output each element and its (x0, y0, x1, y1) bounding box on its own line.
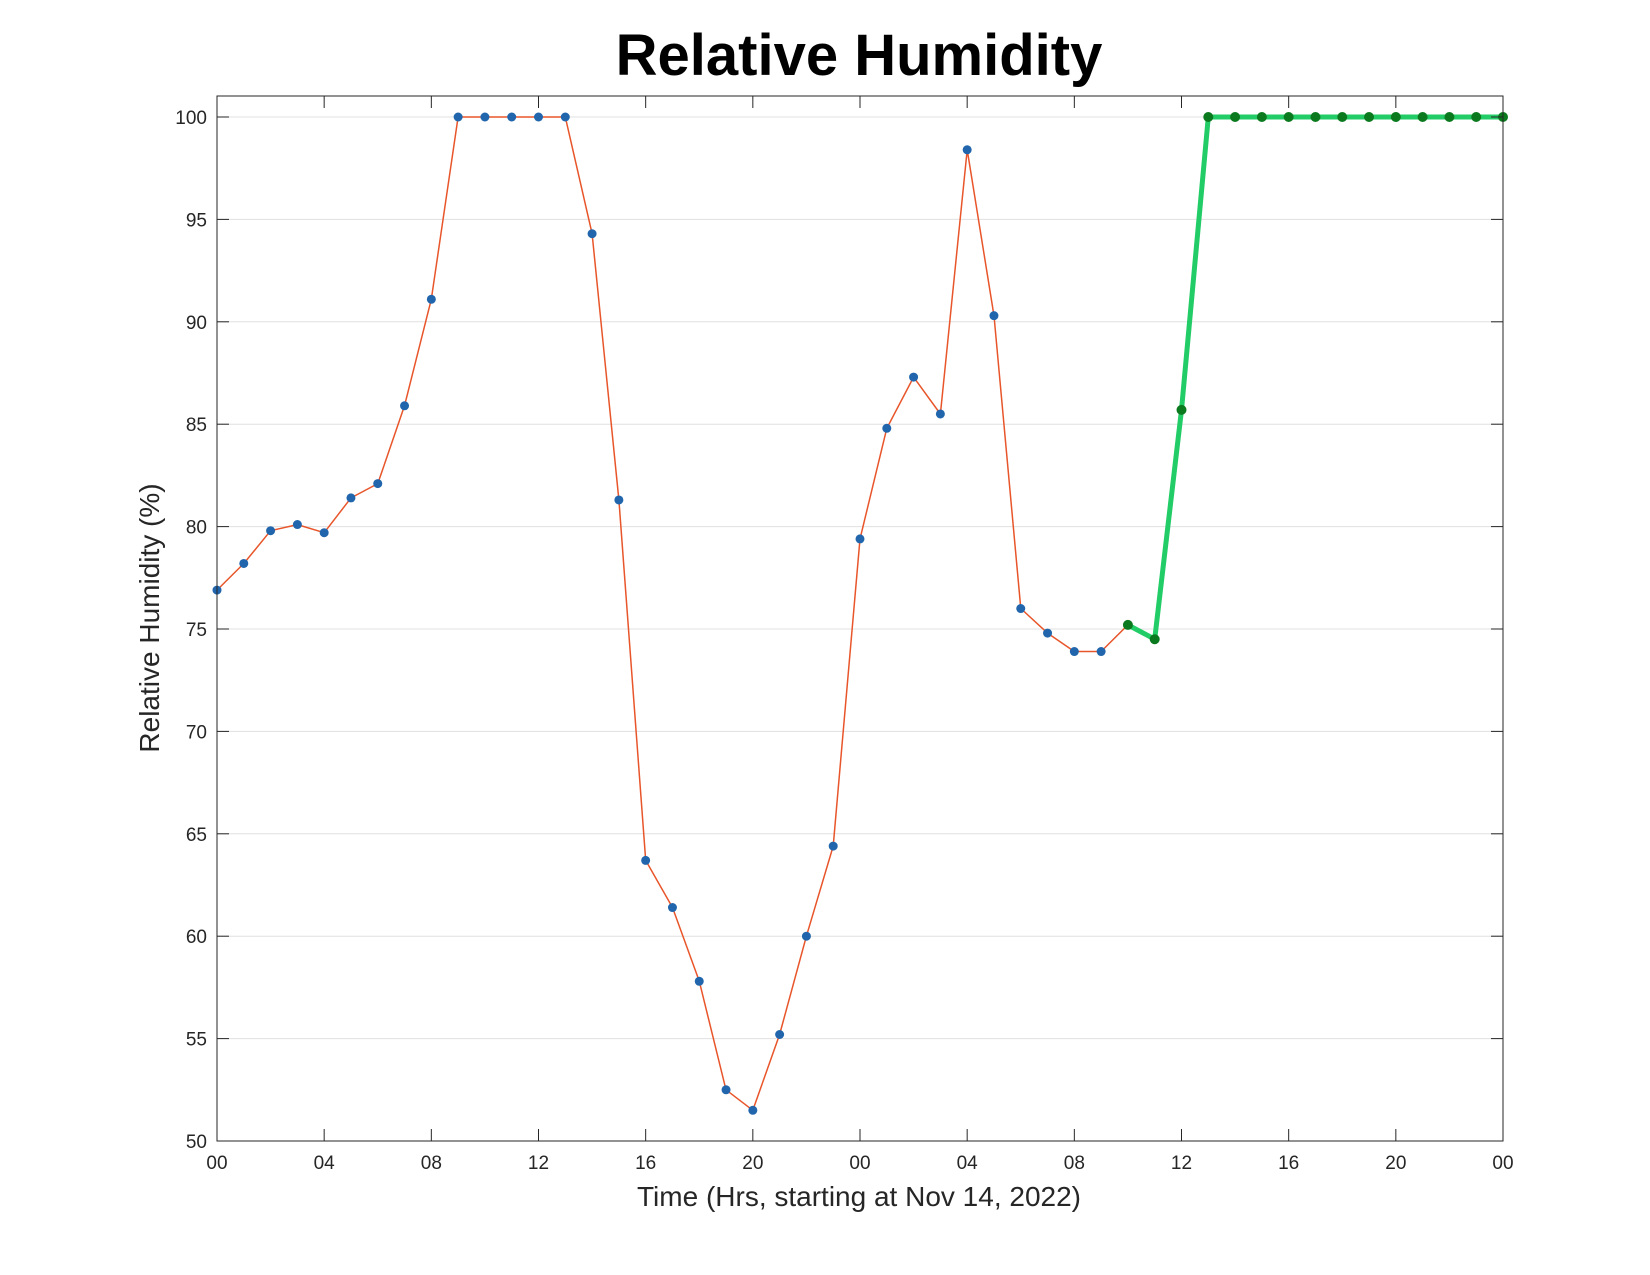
y-tick-label: 55 (186, 1030, 207, 1051)
observed-data-point (560, 112, 570, 122)
observed-data-point (507, 112, 517, 122)
forecast-data-point (1122, 619, 1133, 630)
observed-data-point (855, 534, 865, 544)
observed-data-point (721, 1085, 731, 1095)
forecast-data-point (1364, 112, 1375, 122)
observed-data-point (1096, 647, 1106, 657)
y-axis-label: Relative Humidity (%) (134, 483, 165, 752)
observed-data-point (534, 112, 543, 122)
forecast-data-point (1256, 112, 1267, 122)
y-tick-label: 80 (186, 518, 207, 539)
observed-data-point (453, 112, 463, 122)
x-tick-label: 00 (1492, 1153, 1513, 1174)
observed-data-point (801, 931, 811, 941)
observed-series-line (216, 116, 1156, 1112)
forecast-data-point (1149, 634, 1160, 645)
x-tick-label: 12 (1171, 1153, 1192, 1174)
y-tick-label: 100 (175, 108, 207, 129)
forecast-data-point (1203, 112, 1214, 122)
y-tick-label: 90 (186, 313, 207, 334)
forecast-data-point (1390, 112, 1401, 122)
observed-data-point (292, 520, 302, 530)
observed-data-point (989, 311, 999, 321)
y-tick-label: 70 (186, 722, 207, 743)
observed-data-point (882, 423, 892, 433)
x-tick-label: 16 (1278, 1153, 1299, 1174)
chart-title: Relative Humidity (616, 23, 1103, 88)
observed-data-point (667, 903, 677, 913)
observed-data-point (909, 372, 919, 382)
observed-data-point (1069, 647, 1079, 657)
observed-data-point (935, 409, 945, 419)
observed-data-point (266, 526, 276, 536)
x-axis-label: Time (Hrs, starting at Nov 14, 2022) (637, 1181, 1081, 1212)
observed-data-point (1043, 628, 1053, 638)
plot-area-frame (216, 95, 1504, 1142)
observed-data-point (748, 1105, 758, 1115)
observed-data-point (319, 528, 329, 538)
x-tick-label: 16 (635, 1153, 656, 1174)
x-tick-label: 04 (314, 1153, 336, 1174)
y-tick-label: 50 (186, 1132, 207, 1153)
observed-data-point (828, 841, 838, 851)
forecast-data-point (1176, 404, 1187, 415)
observed-data-point (480, 112, 490, 122)
observed-data-point (587, 229, 597, 239)
x-tick-label: 08 (421, 1153, 442, 1174)
grid-layer (217, 116, 1503, 1142)
forecast-data-point (1283, 112, 1294, 122)
x-tick-label: 00 (849, 1153, 870, 1174)
x-tick-label: 00 (206, 1153, 227, 1174)
forecast-data-point (1471, 112, 1482, 122)
observed-data-point (641, 855, 651, 865)
observed-data-point (614, 495, 624, 505)
observed-data-point (400, 401, 410, 411)
observed-data-point (962, 145, 972, 155)
observed-data-point (775, 1030, 785, 1040)
observed-data-point (1016, 604, 1026, 614)
forecast-data-point (1337, 112, 1348, 122)
tick-layer: 50 55 60 65 70 75 80 85 90 95 100 00 04 08 12 16 20 00 04 0… (175, 96, 1514, 1174)
observed-data-point (373, 479, 383, 489)
y-tick-label: 65 (186, 825, 207, 846)
y-tick-label: 85 (186, 415, 207, 436)
y-tick-label: 75 (186, 620, 207, 641)
observed-data-point (239, 558, 249, 568)
forecast-data-point (1417, 112, 1428, 122)
x-tick-label: 20 (742, 1153, 763, 1174)
x-tick-label: 04 (957, 1153, 979, 1174)
x-tick-label: 12 (528, 1153, 549, 1174)
observed-data-point (426, 294, 436, 304)
forecast-data-point (1310, 112, 1321, 122)
x-tick-label: 20 (1385, 1153, 1406, 1174)
forecast-series-line (1125, 114, 1506, 642)
forecast-data-point (1444, 112, 1455, 122)
series-layer (212, 112, 1508, 1115)
y-tick-label: 60 (186, 927, 207, 948)
observed-data-point (694, 976, 704, 986)
x-tick-label: 08 (1064, 1153, 1085, 1174)
observed-data-point (346, 493, 356, 503)
forecast-data-point (1230, 112, 1241, 122)
y-tick-label: 95 (186, 210, 207, 231)
